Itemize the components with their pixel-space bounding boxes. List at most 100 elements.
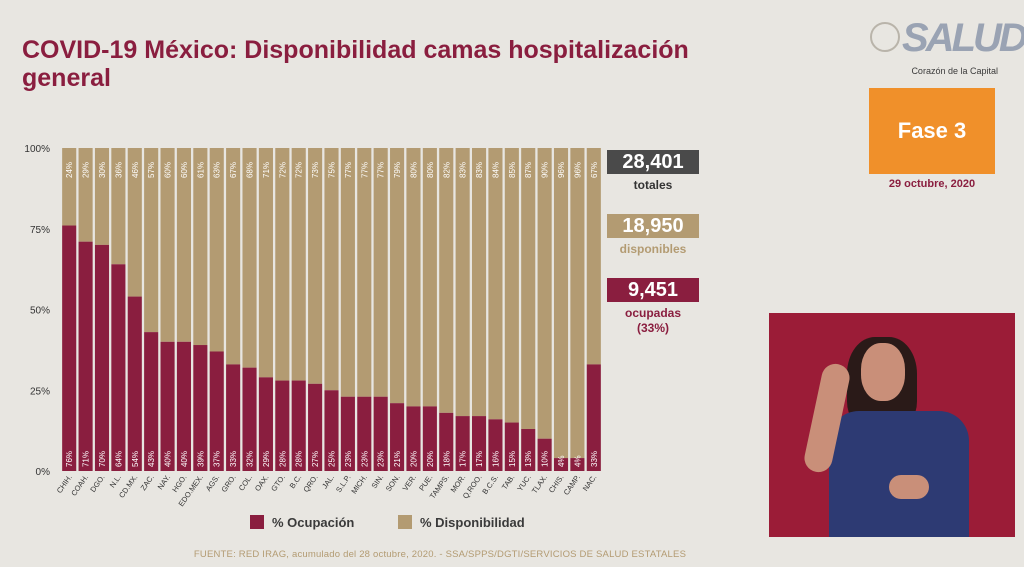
label-available: 90% [541,162,550,178]
stat-available-value: 18,950 [607,214,699,238]
y-tick-label: 0% [36,467,51,478]
bar-occupied [160,341,175,471]
label-occupied: 40% [180,451,189,467]
sign-language-interpreter-video [769,313,1015,537]
label-available: 85% [508,162,517,178]
label-occupied: 71% [82,451,91,467]
bar-available [439,148,454,413]
label-occupied: 39% [196,451,205,467]
label-available: 67% [229,162,238,178]
bar-occupied [406,406,421,471]
label-occupied: 25% [328,451,337,467]
label-occupied: 27% [311,451,320,467]
label-available: 57% [147,162,156,178]
category-label: GRO. [219,473,237,494]
bar-available [373,148,388,397]
bar-occupied [390,403,405,471]
bar-available [521,148,536,430]
label-available: 84% [491,162,500,178]
y-tick-label: 100% [24,144,50,155]
label-available: 24% [65,162,74,178]
bar-occupied [570,458,585,471]
label-occupied: 64% [114,451,123,467]
bar-available [275,148,290,381]
y-tick-label: 75% [30,225,50,236]
stat-available-label: disponibles [619,242,687,256]
bar-available [406,148,421,407]
category-label: SON. [384,473,402,493]
category-label: GTO. [269,473,287,493]
bar-occupied [553,458,569,471]
category-label: NAC. [581,473,599,493]
bar-occupied [111,264,126,471]
label-available: 71% [262,162,271,178]
label-available: 67% [590,162,599,178]
label-available: 72% [278,162,287,178]
category-label: CAMP. [562,473,582,497]
bar-available [390,148,405,404]
bar-available [357,148,372,397]
label-available: 72% [295,162,304,178]
label-occupied: 4% [557,455,566,467]
bar-available [291,148,306,381]
bar-occupied [209,351,224,471]
legend-occupied: % Ocupación [250,513,354,531]
label-available: 96% [573,162,582,178]
category-label: QRO. [301,473,319,494]
label-occupied: 23% [377,451,386,467]
category-label: OAX. [253,473,271,493]
y-tick-label: 25% [30,386,50,397]
label-occupied: 37% [213,451,222,467]
bar-available [340,148,355,397]
label-occupied: 32% [246,451,255,467]
label-occupied: 23% [360,451,369,467]
bar-occupied [176,341,192,471]
label-available: 80% [409,162,418,178]
label-available: 63% [213,162,222,178]
stat-occupied: 9,451 ocupadas (33%) [607,278,699,336]
bar-available [324,148,339,391]
bar-available [62,148,77,226]
category-label: TLAX. [530,473,549,495]
phase-badge: Fase 3 [869,88,995,174]
bar-occupied [455,416,470,471]
bar-occupied [242,367,257,471]
bar-occupied [488,419,503,471]
label-available: 77% [344,162,353,178]
salud-logo: SALUD Corazón de la Capital [866,14,1024,84]
label-available: 73% [311,162,320,178]
legend-available-swatch [398,515,412,529]
label-available: 77% [377,162,386,178]
category-label: VER. [401,473,418,493]
government-seal-icon [870,22,900,52]
bar-occupied [226,364,241,471]
bar-available [553,148,569,459]
bar-available [193,148,208,346]
bar-occupied [471,416,487,471]
bar-available [488,148,503,420]
bar-available [94,148,110,245]
label-occupied: 54% [131,451,140,467]
label-occupied: 70% [98,451,107,467]
stat-available: 18,950 disponibles [607,214,699,257]
label-occupied: 13% [524,451,533,467]
label-occupied: 17% [475,451,484,467]
label-occupied: 20% [426,451,435,467]
label-occupied: 23% [344,451,353,467]
source-note: FUENTE: RED IRAG, acumulado del 28 octub… [193,549,687,560]
category-label: B.C.S. [480,473,500,496]
label-occupied: 33% [590,451,599,467]
stat-occupied-value: 9,451 [607,278,699,302]
bar-available [242,148,257,368]
bar-occupied [308,383,323,471]
bar-available [127,148,142,297]
bar-occupied [537,438,552,471]
bar-available [422,148,437,407]
category-label: DGO. [88,473,106,494]
bar-occupied [324,390,339,471]
label-occupied: 28% [295,451,304,467]
page-title: COVID-19 México: Disponibilidad camas ho… [22,36,689,92]
interpreter-body [829,411,969,537]
bar-occupied [504,422,519,471]
label-occupied: 21% [393,451,402,467]
